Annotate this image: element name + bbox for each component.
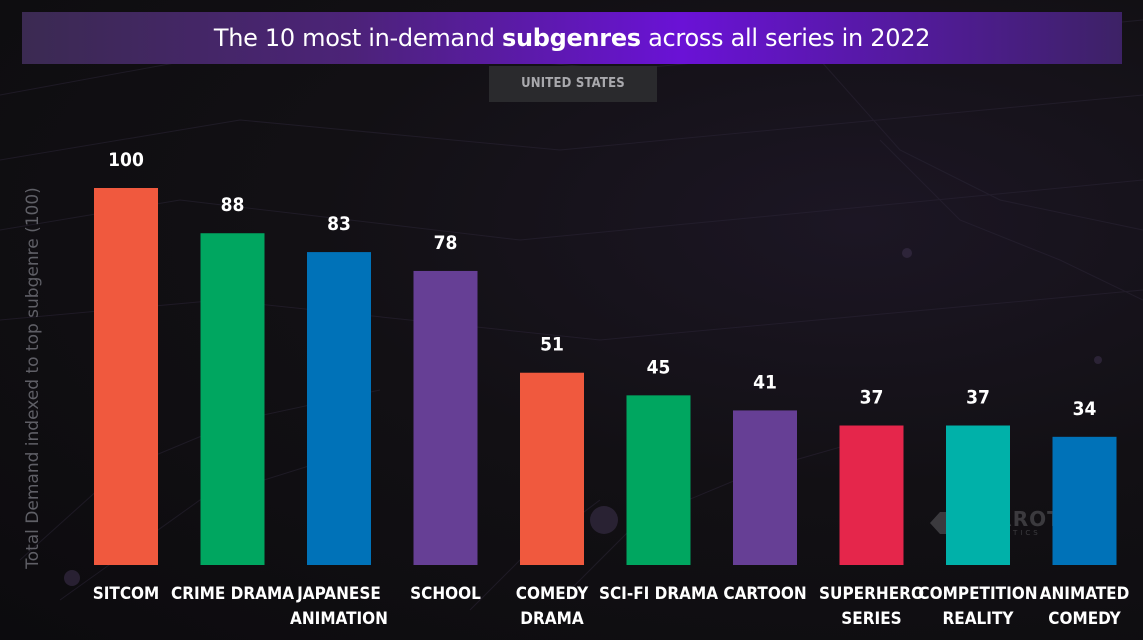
y-axis-label: Total Demand indexed to top subgenre (10… xyxy=(23,187,43,570)
bar-value-label: 83 xyxy=(327,213,351,235)
bar-cartoon[interactable] xyxy=(733,410,797,565)
category-label: CARTOON xyxy=(723,584,806,604)
bar-crime-drama[interactable] xyxy=(200,233,265,566)
bar-value-label: 41 xyxy=(753,371,777,393)
bar-value-label: 78 xyxy=(434,232,458,254)
category-label: SCI-FI DRAMA xyxy=(599,584,718,604)
category-label: JAPANESE ANIMATION xyxy=(290,584,388,629)
bar-value-label: 37 xyxy=(860,387,884,409)
region-tab[interactable]: UNITED STATES xyxy=(489,66,657,102)
category-label: SUPERHERO SERIES xyxy=(819,584,924,629)
bar-value-label: 51 xyxy=(540,334,564,356)
bar-value-label: 37 xyxy=(966,387,990,409)
category-label: ANIMATED COMEDY xyxy=(1040,584,1130,629)
title-banner: The 10 most in-demand subgenres across a… xyxy=(22,12,1122,64)
bar-sci-fi-drama[interactable] xyxy=(626,395,691,565)
category-label: COMEDY DRAMA xyxy=(516,584,589,629)
category-label: SITCOM xyxy=(93,584,160,604)
bar-animated-comedy[interactable] xyxy=(1052,436,1117,565)
bar-superhero-series[interactable] xyxy=(839,425,904,565)
category-label: COMPETITION REALITY xyxy=(918,584,1037,629)
bar-japanese-animation[interactable] xyxy=(307,252,371,565)
bar-comedy-drama[interactable] xyxy=(520,372,584,565)
bar-value-label: 88 xyxy=(221,194,245,216)
category-label: SCHOOL xyxy=(410,584,481,604)
bar-competition-reality[interactable] xyxy=(946,425,1010,565)
bar-sitcom[interactable] xyxy=(94,188,158,565)
bar-school[interactable] xyxy=(413,270,478,565)
bar-value-label: 45 xyxy=(647,356,671,378)
chart-title: The 10 most in-demand subgenres across a… xyxy=(213,24,931,52)
bar-value-label: 100 xyxy=(108,149,144,171)
bar-value-label: 34 xyxy=(1073,398,1097,420)
category-label: CRIME DRAMA xyxy=(171,584,294,604)
